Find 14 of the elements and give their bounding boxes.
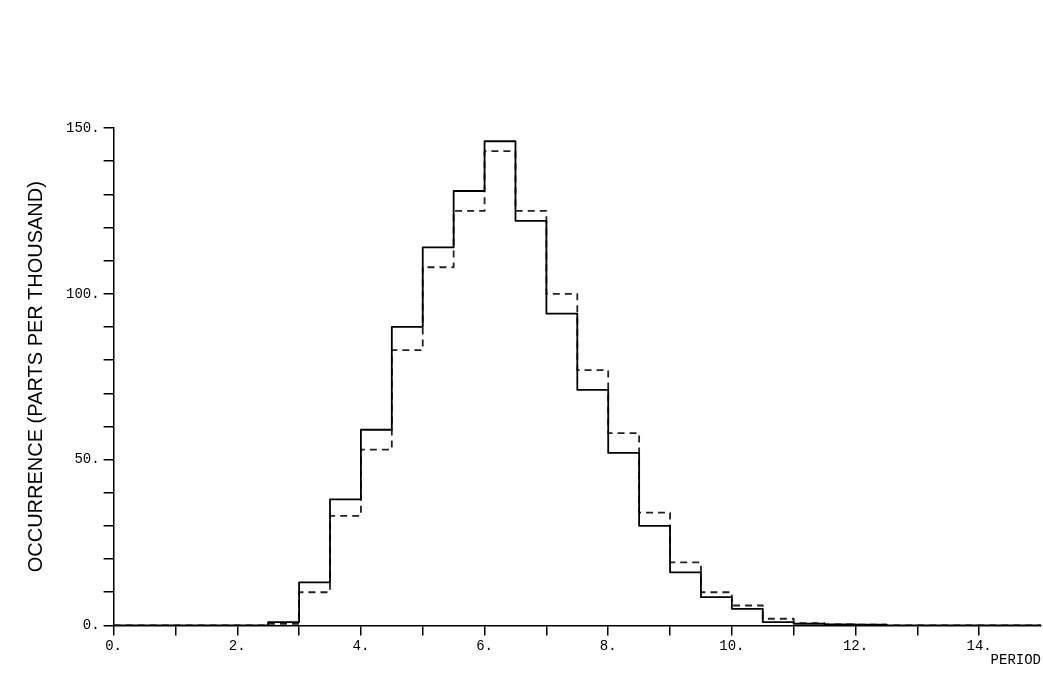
x-tick-label: 10.: [719, 637, 745, 654]
x-tick-label: 12.: [842, 637, 869, 654]
y-tick-label: 100.: [66, 285, 100, 302]
y-tick-label: 50.: [74, 451, 100, 468]
x-axis-title: PERIOD: [990, 652, 1041, 669]
x-tick-label: 0.: [105, 637, 123, 654]
x-tick-label: 14.: [966, 637, 992, 654]
x-tick-label: 4.: [352, 637, 370, 654]
y-axis-title: OCCURRENCE (PARTS PER THOUSAND): [23, 181, 46, 573]
x-tick-label: 6.: [476, 637, 493, 654]
y-tick-label: 150.: [66, 119, 100, 136]
x-tick-label: 8.: [599, 637, 617, 654]
x-tick-label: 2.: [228, 637, 246, 654]
y-tick-label: 0.: [82, 617, 100, 634]
